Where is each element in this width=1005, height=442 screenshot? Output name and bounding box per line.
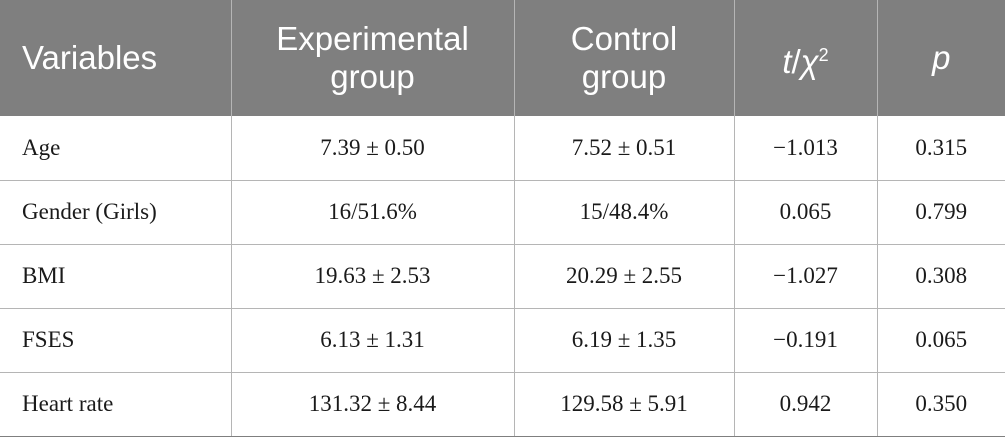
header-chi-symbol: χ bbox=[800, 42, 819, 80]
header-row: Variables Experimental group Control gro… bbox=[0, 0, 1005, 116]
table-row: Gender (Girls) 16/51.6% 15/48.4% 0.065 0… bbox=[0, 180, 1005, 245]
cell-t-chi: 0.065 bbox=[734, 180, 878, 245]
cell-experimental: 16/51.6% bbox=[231, 180, 515, 245]
cell-variable: FSES bbox=[0, 308, 232, 373]
cell-t-chi: −1.027 bbox=[734, 244, 878, 309]
cell-experimental: 19.63 ± 2.53 bbox=[231, 244, 515, 309]
cell-variable: Heart rate bbox=[0, 372, 232, 437]
table-row: BMI 19.63 ± 2.53 20.29 ± 2.55 −1.027 0.3… bbox=[0, 244, 1005, 309]
header-slash: / bbox=[791, 42, 801, 80]
cell-variable: BMI bbox=[0, 244, 232, 309]
cell-p: 0.065 bbox=[877, 308, 1005, 373]
header-variables: Variables bbox=[0, 0, 232, 116]
cell-control: 15/48.4% bbox=[514, 180, 735, 245]
table-row: FSES 6.13 ± 1.31 6.19 ± 1.35 −0.191 0.06… bbox=[0, 308, 1005, 373]
cell-p: 0.799 bbox=[877, 180, 1005, 245]
header-t-symbol: t bbox=[782, 42, 792, 80]
cell-variable: Gender (Girls) bbox=[0, 180, 232, 245]
cell-t-chi: −1.013 bbox=[734, 116, 878, 181]
cell-experimental: 131.32 ± 8.44 bbox=[231, 372, 515, 437]
cell-control: 6.19 ± 1.35 bbox=[514, 308, 735, 373]
cell-p: 0.350 bbox=[877, 372, 1005, 437]
header-p-symbol: p bbox=[932, 39, 951, 76]
cell-variable: Age bbox=[0, 116, 232, 181]
table-row: Heart rate 131.32 ± 8.44 129.58 ± 5.91 0… bbox=[0, 372, 1005, 437]
table-body: Age 7.39 ± 0.50 7.52 ± 0.51 −1.013 0.315… bbox=[0, 116, 1005, 437]
cell-control: 7.52 ± 0.51 bbox=[514, 116, 735, 181]
header-p: p bbox=[877, 0, 1005, 116]
cell-p: 0.308 bbox=[877, 244, 1005, 309]
table-header: Variables Experimental group Control gro… bbox=[0, 0, 1005, 116]
header-control-group: Control group bbox=[514, 0, 735, 116]
cell-experimental: 6.13 ± 1.31 bbox=[231, 308, 515, 373]
cell-experimental: 7.39 ± 0.50 bbox=[231, 116, 515, 181]
cell-control: 129.58 ± 5.91 bbox=[514, 372, 735, 437]
header-superscript: 2 bbox=[818, 44, 829, 65]
header-t-chi-square: t/χ2 bbox=[734, 0, 878, 116]
cell-control: 20.29 ± 2.55 bbox=[514, 244, 735, 309]
table-row: Age 7.39 ± 0.50 7.52 ± 0.51 −1.013 0.315 bbox=[0, 116, 1005, 181]
cell-p: 0.315 bbox=[877, 116, 1005, 181]
header-experimental-group: Experimental group bbox=[231, 0, 515, 116]
cell-t-chi: 0.942 bbox=[734, 372, 878, 437]
cell-t-chi: −0.191 bbox=[734, 308, 878, 373]
